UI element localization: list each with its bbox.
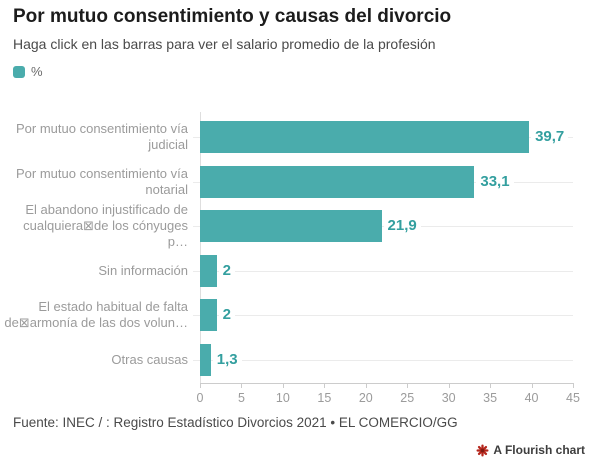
flourish-attribution[interactable]: A Flourish chart xyxy=(476,443,585,457)
flourish-flower-icon xyxy=(476,443,489,457)
x-axis-tick-label: 40 xyxy=(524,391,539,405)
bar-value-label: 33,1 xyxy=(476,172,514,190)
bar[interactable] xyxy=(200,121,530,153)
bar-value-label: 2 xyxy=(218,261,235,279)
bar-value-label: 39,7 xyxy=(531,128,569,146)
x-axis-tick xyxy=(365,383,367,388)
x-axis-tick xyxy=(241,383,243,388)
x-axis-tick xyxy=(490,383,492,388)
x-axis-tick xyxy=(282,383,284,388)
bar-value-label: 1,3 xyxy=(212,350,242,368)
source-note: Fuente: INEC / : Registro Estadístico Di… xyxy=(13,415,458,430)
x-axis-tick xyxy=(448,383,450,388)
x-axis-tick-label: 30 xyxy=(441,391,456,405)
legend-label: % xyxy=(31,64,43,79)
bar[interactable] xyxy=(200,343,211,376)
y-axis-baseline xyxy=(200,112,201,383)
x-axis: 0 5 10 15 20 25 30 35 40 45 xyxy=(196,383,580,413)
chart-row: Sin información 2 xyxy=(0,249,600,294)
bar[interactable] xyxy=(200,165,475,198)
x-axis-tick-label: 10 xyxy=(275,391,290,405)
bar[interactable] xyxy=(200,299,217,331)
x-axis-tick-label: 15 xyxy=(317,391,332,405)
bar[interactable] xyxy=(200,254,217,287)
chart-row: El estado habitual de falta de⊠armonía d… xyxy=(0,293,600,338)
row-label: Sin información xyxy=(98,262,188,278)
chart-rows: Por mutuo consentimiento vía judicial 39… xyxy=(0,115,600,382)
bar-chart: Por mutuo consentimiento vía judicial 39… xyxy=(0,115,600,382)
chart-title: Por mutuo consentimiento y causas del di… xyxy=(13,6,452,27)
bar-value-label: 21,9 xyxy=(383,217,421,235)
row-gridline xyxy=(193,270,573,272)
x-axis-tick xyxy=(200,383,201,388)
legend-swatch-icon xyxy=(13,65,25,78)
row-gridline xyxy=(193,359,573,361)
x-axis-line xyxy=(200,383,573,384)
x-axis-tick xyxy=(531,383,533,388)
chart-row: Otras causas 1,3 xyxy=(0,338,600,383)
x-axis-tick-label: 35 xyxy=(483,391,498,405)
row-label: El abandono injustificado de cualquiera⊠… xyxy=(23,201,188,250)
x-axis-tick-label: 20 xyxy=(358,391,373,405)
row-plot: 2 xyxy=(193,293,573,338)
bar[interactable] xyxy=(200,210,382,242)
x-axis-tick-label: 45 xyxy=(566,391,580,405)
row-gridline xyxy=(193,226,573,228)
row-plot: 39,7 xyxy=(193,115,573,160)
row-label: Por mutuo consentimiento vía judicial xyxy=(16,121,188,153)
chart-row: Por mutuo consentimiento vía notarial 33… xyxy=(0,160,600,205)
legend: % xyxy=(13,64,43,79)
x-axis-tick-label: 5 xyxy=(237,391,245,405)
x-axis-tick-label: 25 xyxy=(400,391,415,405)
x-axis-tick xyxy=(407,383,409,388)
flourish-attribution-label: A Flourish chart xyxy=(493,443,585,457)
chart-row: El abandono injustificado de cualquiera⊠… xyxy=(0,201,600,250)
row-label: Por mutuo consentimiento vía notarial xyxy=(16,165,188,197)
chart-row: Por mutuo consentimiento vía judicial 39… xyxy=(0,115,600,160)
x-axis-tick-label: 0 xyxy=(196,391,204,405)
row-label: Otras causas xyxy=(111,351,188,367)
chart-subtitle: Haga click en las barras para ver el sal… xyxy=(13,36,436,52)
row-gridline xyxy=(193,315,573,317)
row-label: El estado habitual de falta de⊠armonía d… xyxy=(4,299,188,331)
row-plot: 1,3 xyxy=(193,338,573,383)
x-axis-tick xyxy=(324,383,326,388)
row-plot: 33,1 xyxy=(193,160,573,205)
x-axis-tick xyxy=(573,383,574,388)
bar-value-label: 2 xyxy=(218,306,235,324)
row-plot: 2 xyxy=(193,249,573,294)
row-plot: 21,9 xyxy=(193,204,573,249)
